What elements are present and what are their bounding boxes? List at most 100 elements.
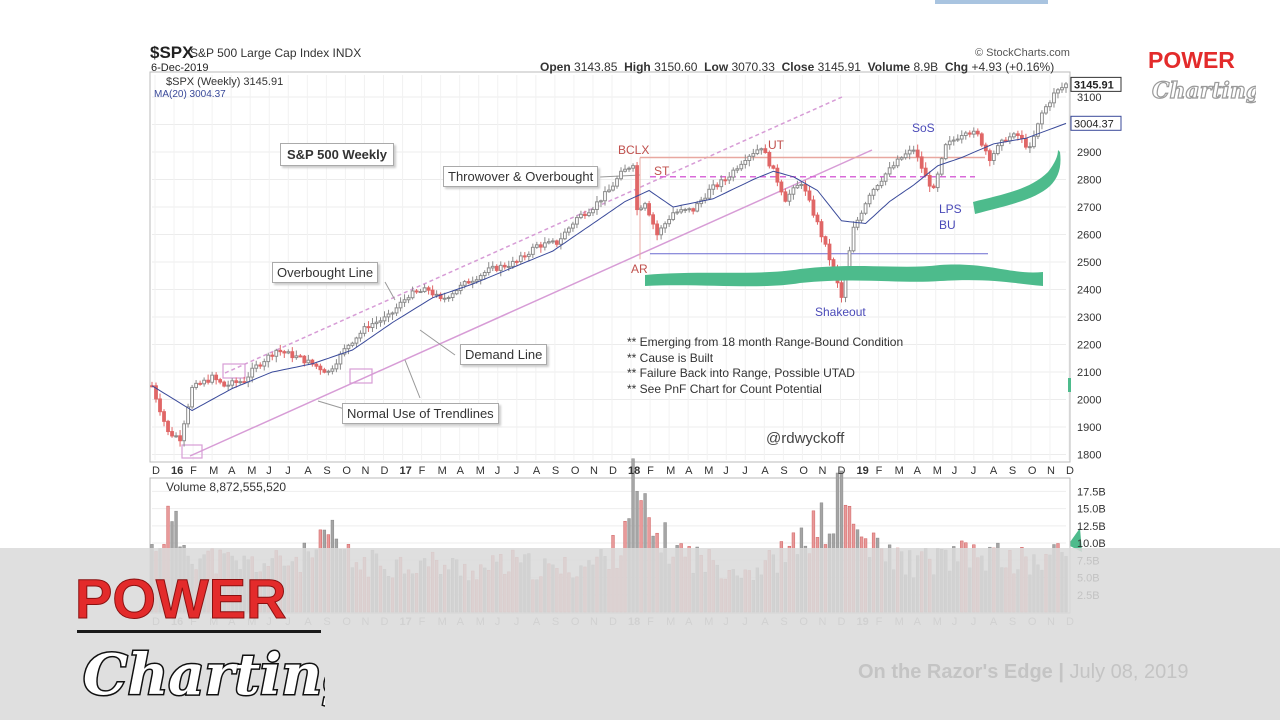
candle-body (819, 221, 824, 238)
candle-body (899, 157, 904, 160)
price-tick-label: 2600 (1077, 230, 1101, 242)
candle-body (270, 354, 275, 357)
candle-body (911, 149, 916, 152)
candle-body (659, 227, 664, 236)
candle-body (1064, 83, 1068, 89)
demand-callout-leader (419, 329, 456, 356)
time-tick-label: S (552, 465, 559, 477)
candle-body (370, 323, 375, 329)
candle-body (707, 188, 712, 199)
candle-body (534, 244, 539, 248)
ticker-name: S&P 500 Large Cap Index INDX (190, 46, 362, 60)
price-tick-label: 2700 (1077, 202, 1101, 214)
footer-date: July 08, 2019 (1069, 661, 1189, 683)
candle-body (558, 238, 563, 245)
time-tick-label: J (514, 465, 520, 477)
time-tick-label: M (209, 465, 218, 477)
logo-top-power: POWER (1148, 47, 1235, 73)
candle-body (1048, 102, 1052, 108)
candle-body (719, 179, 724, 188)
candle-body (959, 135, 964, 140)
candle-body (442, 297, 447, 300)
candle-body (943, 144, 948, 160)
footer-title: On the Razor's Edge (858, 661, 1053, 683)
candle-body (1015, 133, 1020, 136)
candle-body (162, 411, 166, 422)
st-label: ST (654, 164, 670, 178)
candle-body (863, 203, 868, 214)
candle-body (951, 139, 956, 142)
time-tick-label: M (895, 465, 904, 477)
candle-body (743, 160, 748, 165)
candle-body (550, 240, 555, 243)
demand-line (189, 149, 873, 457)
price-tag-box (1070, 115, 1122, 131)
volume-tick-label: 12.5B (1077, 521, 1106, 533)
candle-body (482, 271, 487, 277)
candle-body (859, 212, 864, 221)
price-tick-label: 2100 (1077, 367, 1101, 379)
chg-value: +4.93 (+0.16%) (971, 60, 1055, 74)
candle-body (875, 185, 880, 190)
candle-body (1020, 134, 1024, 139)
candle-body (314, 363, 319, 367)
candle-body (218, 379, 223, 383)
candle-body (779, 181, 784, 193)
time-tick-label: F (190, 465, 197, 477)
candle-body (466, 281, 471, 284)
candle-body (190, 386, 194, 408)
candle-body (615, 178, 619, 187)
legend-price: $SPX (Weekly) 3145.91 (166, 76, 284, 88)
candle-body (194, 382, 198, 388)
candle-body (575, 217, 579, 225)
candle-body (967, 132, 972, 135)
candle-body (643, 203, 647, 209)
time-tick-label: A (457, 465, 465, 477)
top-accent-bar (935, 0, 1048, 4)
candle-body (378, 320, 383, 323)
candle-body (855, 219, 860, 228)
demand-line-callout: Demand Line (460, 344, 548, 365)
time-tick-label: D (1066, 465, 1074, 477)
candle-body (502, 264, 507, 268)
time-tick-label: N (590, 465, 598, 477)
time-tick-label: J (723, 465, 729, 477)
candle-body (739, 163, 744, 170)
candle-body (210, 374, 215, 383)
time-tick-label: M (476, 465, 485, 477)
candle-body (879, 180, 884, 187)
stockcharts-credit: © StockCharts.com (975, 47, 1070, 59)
candle-body (446, 297, 451, 300)
footer-separator: | (1058, 661, 1064, 683)
candle-body (815, 214, 820, 223)
candle-body (426, 287, 431, 291)
candle-body (919, 156, 924, 169)
candle-body (947, 140, 952, 146)
candle-body (731, 169, 736, 178)
ohlc-readout: Open 3143.85 High 3150.60 Low 3070.33 Cl… (540, 60, 1054, 74)
candle-body (410, 290, 415, 299)
candle-body (302, 355, 307, 364)
candle-body (354, 337, 359, 344)
candle-body (963, 132, 968, 137)
candle-body (490, 265, 495, 269)
logo-underline (77, 630, 321, 633)
time-tick-label: D (381, 465, 389, 477)
candle-body (683, 208, 688, 211)
time-tick-label: A (685, 465, 693, 477)
candle-body (198, 382, 203, 385)
candle-body (530, 246, 535, 255)
candle-body (366, 326, 371, 329)
power-charting-logo-top: POWER Charting (1148, 47, 1256, 105)
time-tick-label: A (990, 465, 998, 477)
chart-title-box: S&P 500 Weekly (280, 143, 394, 166)
candle-body (394, 307, 399, 314)
high-value: 3150.60 (654, 60, 698, 74)
candle-body (651, 214, 655, 225)
candle-body (735, 168, 740, 171)
candle-body (306, 359, 311, 364)
time-tick-label: N (361, 465, 369, 477)
price-tag-box (1070, 76, 1122, 92)
candle-body (506, 265, 511, 268)
candle-body (827, 243, 832, 261)
